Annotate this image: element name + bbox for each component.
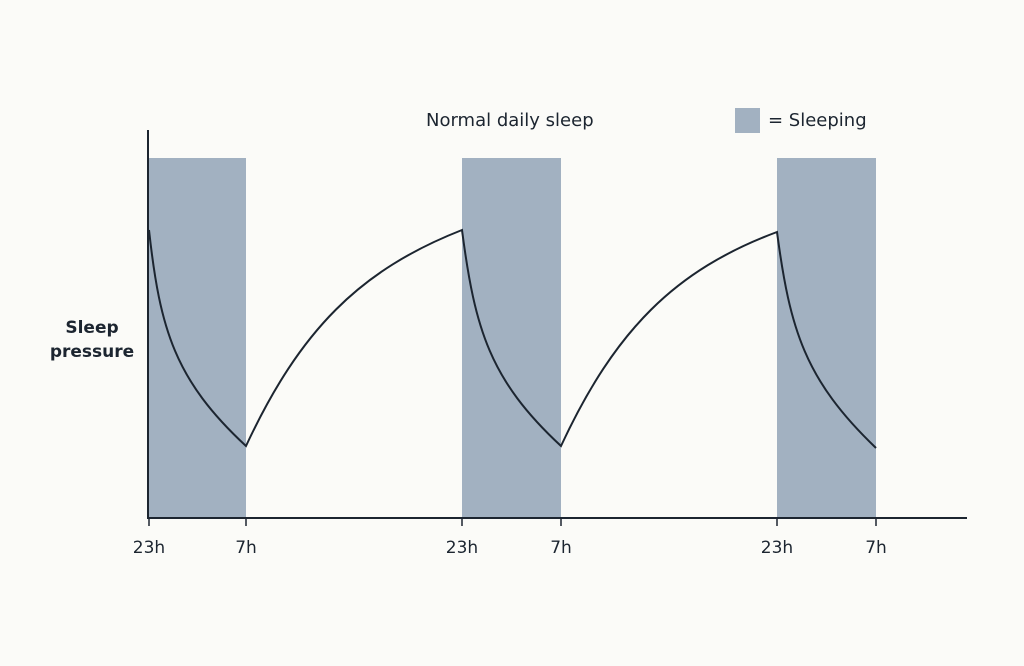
legend-swatch-sleeping xyxy=(735,108,760,133)
x-tick-label: 7h xyxy=(865,538,887,558)
x-tick-label: 7h xyxy=(235,538,257,558)
sleep-band-3 xyxy=(777,158,876,518)
sleep-band-1 xyxy=(149,158,246,518)
x-tick-label: 7h xyxy=(550,538,572,558)
sleep-pressure-curve xyxy=(148,228,877,449)
x-tick-label: 23h xyxy=(132,538,166,558)
x-tick-label: 23h xyxy=(760,538,794,558)
chart-title: Normal daily sleep xyxy=(426,110,594,131)
y-label-line1: Sleep xyxy=(65,318,119,338)
y-label-line2: pressure xyxy=(49,342,135,362)
legend-label: = Sleeping xyxy=(768,110,867,131)
y-axis-label: Sleep pressure xyxy=(40,316,144,364)
x-tick-label: 23h xyxy=(445,538,479,558)
legend: = Sleeping xyxy=(735,108,867,133)
sleep-band-2 xyxy=(462,158,561,518)
x-ticks xyxy=(148,518,877,526)
